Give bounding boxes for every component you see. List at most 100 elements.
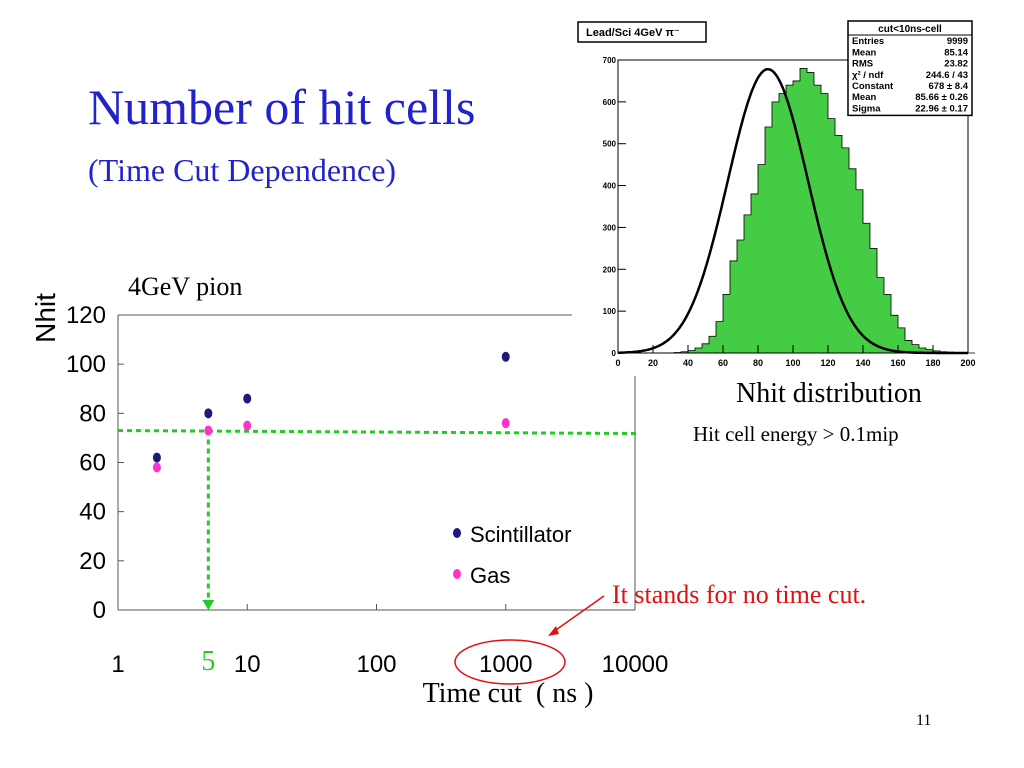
hist-x-tick-label: 80 [753, 358, 763, 368]
gaussian-fit-curve [618, 67, 968, 355]
histogram-bar [905, 340, 912, 353]
hist-y-tick-label: 600 [603, 98, 617, 107]
hist-x-tick-label: 120 [820, 358, 835, 368]
histogram-bar [758, 164, 765, 353]
histogram-bar [821, 93, 828, 353]
histogram-bar [919, 347, 926, 353]
y-tick-label: 80 [79, 400, 106, 427]
y-tick-label: 100 [66, 351, 106, 378]
x-tick-label: 100 [356, 651, 396, 678]
data-point-scintillator [152, 452, 161, 463]
histogram-bar [716, 321, 723, 353]
histogram-bar [709, 336, 716, 353]
histogram-bar [863, 223, 870, 353]
histogram-bar [723, 294, 730, 353]
y-tick-label: 40 [79, 499, 106, 526]
hist-x-tick-label: 100 [785, 358, 800, 368]
histogram-bar [891, 315, 898, 353]
hist-x-tick-label: 40 [683, 358, 693, 368]
histogram-bar [884, 294, 891, 353]
histogram-bar [772, 101, 779, 353]
highlight-x-label: 5 [201, 646, 215, 677]
histogram-bar [793, 80, 800, 353]
hist-x-tick-label: 200 [960, 358, 975, 368]
nhit-distribution-histogram: 0 100 200 300 400 500 600 700 0 20 40 60 80 100 120 140… [572, 18, 976, 376]
hist-x-tick-label: 180 [925, 358, 940, 368]
stats-box-name: cut<10ns-cell [878, 24, 942, 35]
no-time-cut-annotation: It stands for no time cut. [612, 580, 867, 609]
legend-marker [453, 569, 461, 579]
hist-y-tick-label: 700 [603, 56, 617, 65]
histogram-bar [870, 248, 877, 353]
x-tick-label: 1 [111, 651, 124, 678]
hist-x-tick-label: 20 [648, 358, 658, 368]
y-tick-label: 60 [79, 450, 106, 477]
x-tick-label: 1000 [479, 651, 532, 678]
stats-box [847, 20, 973, 117]
histogram-bar [730, 260, 737, 353]
stats-row-label: χ² / ndf [852, 70, 884, 81]
stats-row-label: Mean [852, 47, 876, 58]
hist-y-tick-label: 400 [603, 182, 617, 191]
stats-row-value: 9999 [947, 36, 968, 47]
y-axis-title: Nhit [30, 293, 61, 343]
hist-y-tick-label: 200 [603, 265, 617, 274]
stats-row-value: 244.6 / 43 [926, 70, 968, 81]
data-point-gas [152, 462, 161, 473]
highlight-ellipse [454, 639, 566, 685]
stats-row-label: Entries [852, 36, 884, 47]
x-tick-label: 10000 [602, 651, 669, 678]
annotation-arrowhead [548, 626, 559, 636]
hist-y-tick-label: 100 [603, 307, 617, 316]
hist-y-tick-label: 0 [612, 349, 617, 358]
data-point-gas [243, 420, 252, 431]
hist-y-tick-label: 300 [603, 223, 617, 232]
stats-row-value: 85.14 [944, 47, 968, 58]
stats-row-value: 23.82 [944, 59, 968, 70]
histogram-bar [807, 72, 814, 354]
data-point-scintillator [204, 408, 213, 419]
slide-title: Number of hit cells [88, 79, 476, 135]
histogram-bar [744, 214, 751, 353]
y-tick-label: 20 [79, 548, 106, 575]
page-number: 11 [916, 712, 932, 729]
histogram-bar [856, 189, 863, 353]
histogram-title-box [577, 21, 707, 43]
histogram-bar [898, 327, 905, 353]
data-point-gas [204, 425, 213, 436]
x-axis-title: Time cut ( ns ) [423, 678, 594, 709]
guide-arrowhead [202, 600, 215, 610]
stats-row-value: 678 ± 8.4 [928, 81, 968, 92]
histogram-bar [702, 343, 709, 353]
histogram-bar [779, 93, 786, 353]
stats-row-label: Sigma [852, 103, 881, 114]
hist-x-tick-label: 0 [615, 358, 620, 368]
x-tick-label: 10 [234, 651, 261, 678]
histogram-bar [926, 349, 933, 353]
legend-marker [453, 528, 461, 538]
histogram-bar [835, 135, 842, 353]
y-tick-label: 120 [66, 302, 106, 329]
hist-x-tick-label: 140 [855, 358, 870, 368]
stats-row-label: RMS [852, 59, 873, 70]
histogram-bar [842, 147, 849, 353]
legend-label: Gas [470, 563, 510, 588]
histogram-bar [786, 85, 793, 353]
data-point-scintillator [243, 393, 252, 404]
slide-subtitle: (Time Cut Dependence) [88, 152, 397, 188]
stats-row-value: 85.66 ± 0.26 [915, 92, 968, 103]
histogram-title: Lead/Sci 4GeV π⁻ [586, 27, 680, 39]
histogram-bar [681, 351, 688, 353]
legend-label: Scintillator [470, 522, 571, 547]
chart-label: 4GeV pion [128, 272, 243, 301]
histogram-bar [849, 168, 856, 353]
hist-x-tick-label: 60 [718, 358, 728, 368]
stats-row-label: Constant [852, 81, 894, 92]
data-point-gas [501, 418, 510, 429]
data-point-scintillator [501, 351, 510, 362]
histogram-subcaption: Hit cell energy > 0.1mip [693, 422, 899, 446]
histogram-bar [737, 239, 744, 353]
histogram-bar [877, 277, 884, 353]
hist-y-tick-label: 500 [603, 140, 617, 149]
